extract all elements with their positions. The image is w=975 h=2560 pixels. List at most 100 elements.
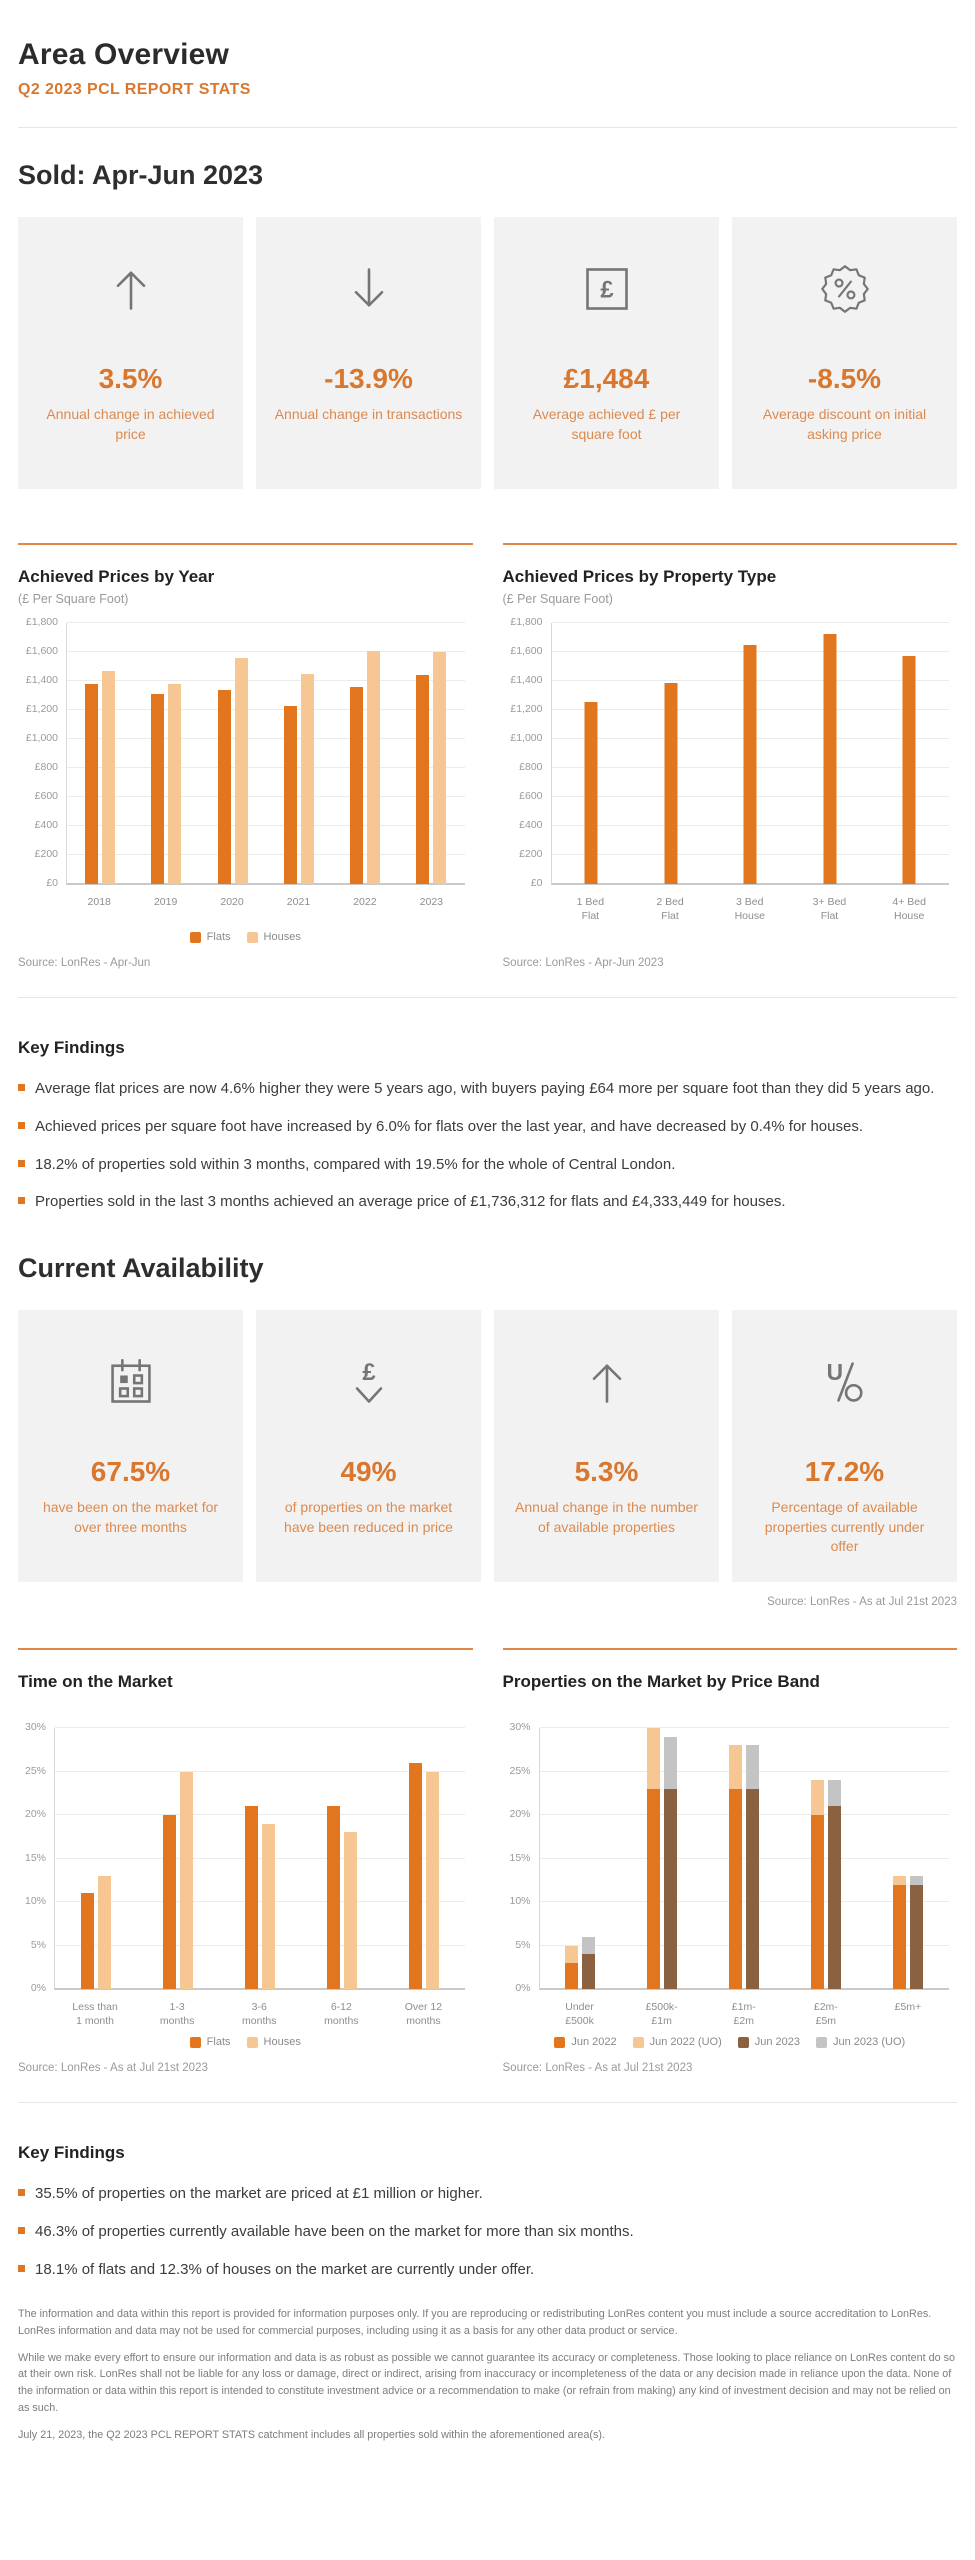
bar-group (647, 1728, 678, 1989)
svg-text:U: U (826, 1359, 842, 1385)
chart-source: Source: LonRes - Apr-Jun 2023 (502, 957, 664, 969)
plot-area: 0% 5% 10% 15% 20% 25% 30% (509, 1721, 950, 1994)
gridline (55, 1770, 465, 1772)
bar-segment (647, 1728, 661, 1789)
bar (326, 1728, 340, 1989)
x-axis-labels: Less than 1 month 1-3 months 3-6 months 6-1… (54, 1994, 465, 2030)
legend-item: Jun 2023 (UO) (816, 2036, 905, 2048)
bar (80, 1728, 94, 1989)
bar-segment (828, 1780, 842, 1807)
category-slot (200, 623, 266, 884)
gridline (551, 622, 949, 623)
bar-segment (910, 1875, 924, 1885)
bar-group (151, 623, 182, 884)
chart-achieved-prices-by-year: Achieved Prices by Year (£ Per Square Fo… (18, 543, 473, 969)
bullet-icon (18, 1159, 25, 1167)
bar (565, 1728, 579, 1989)
bar-segment (80, 1893, 94, 1989)
availability-charts-row: Time on the Market 0% 5% 10% 15% 20% 25% 30% Le… (18, 1648, 957, 2074)
bar-group (811, 1728, 842, 1989)
divider (18, 127, 957, 128)
y-axis-tick-label: £1,400 (25, 674, 58, 686)
x-axis-tick-label: 2018 (87, 896, 111, 908)
gridline (67, 680, 465, 681)
bar-group (162, 1728, 193, 1989)
bar (234, 623, 248, 884)
bar (151, 623, 165, 884)
bar-group (823, 623, 837, 884)
gridline (55, 1901, 465, 1902)
x-axis-tick-label: £1m- £2m (731, 2001, 756, 2027)
category-slot (540, 1728, 622, 1989)
category-slot (219, 1728, 301, 1989)
bar-chart: 0% 5% 10% 15% 20% 25% 30% Less than 1 month 1-3 … (18, 1721, 473, 2030)
legend-label: Jun 2023 (754, 2036, 801, 2048)
stat-label: have been on the market for over three m… (42, 1499, 219, 1535)
bar (823, 623, 837, 884)
x-axis-tick-label: 2019 (153, 896, 178, 908)
stat-value: 49% (340, 1456, 397, 1487)
gridline (539, 1944, 949, 1946)
gridline (539, 1857, 949, 1859)
legend-swatch (246, 931, 258, 943)
gridline (67, 767, 465, 768)
finding-item: 35.5% of properties on the market are pr… (18, 2183, 957, 2205)
x-axis-tick-label: 3+ Bed Flat (812, 896, 847, 922)
y-axis-tick-label: £0 (46, 877, 58, 889)
stat-value: -13.9% (324, 363, 413, 394)
bar-segment (416, 675, 430, 884)
gridline (55, 1988, 465, 1989)
plot-area: 0% 5% 10% 15% 20% 25% 30% (25, 1721, 465, 1994)
bar-segment (746, 1745, 760, 1789)
chart-title: Achieved Prices by Year (18, 567, 215, 586)
bar-segment (823, 633, 837, 884)
bar (664, 1728, 678, 1989)
bar-segment (425, 1771, 439, 1989)
bar (367, 623, 381, 884)
y-axis-tick-label: 25% (509, 1764, 531, 1777)
y-axis-tick-label: £400 (519, 819, 543, 832)
chart-legend (503, 929, 958, 945)
y-axis-tick-label: 20% (24, 1808, 46, 1821)
bar-segment (234, 657, 248, 884)
bars-area (540, 1728, 950, 1989)
x-axis-tick-label: 3 Bed House (734, 896, 765, 922)
bar-segment (350, 686, 364, 884)
bullet-icon (18, 2264, 25, 2272)
category-slot (55, 1728, 137, 1989)
chart-achieved-prices-by-property-type: Achieved Prices by Property Type (£ Per … (502, 543, 958, 969)
gridline (539, 1901, 949, 1902)
y-axis-tick-label: 5% (30, 1938, 46, 1951)
section-rule (502, 543, 957, 545)
category-slot (67, 623, 133, 884)
bar-group (565, 1728, 596, 1989)
x-axis-labels: 1 Bed Flat 2 Bed Flat 3 Bed House 3+ Bed Fl… (551, 889, 950, 925)
stat-label: Percentage of available properties curre… (764, 1499, 925, 1555)
bar-group (416, 623, 447, 884)
chart-source: Source: LonRes - As at Jul 21st 2023 (502, 2062, 693, 2074)
x-axis-labels: 2018 2019 2020 2021 2022 2023 (66, 889, 465, 925)
section-rule (18, 543, 473, 545)
gridline (67, 883, 465, 884)
finding-item: 18.2% of properties sold within 3 months… (18, 1154, 957, 1176)
category-slot (631, 623, 711, 884)
y-axis-tick-label: £800 (519, 761, 543, 774)
y-axis-tick-label: £1,800 (510, 616, 543, 628)
finding-item: Achieved prices per square foot have inc… (18, 1116, 957, 1138)
bar (746, 1728, 760, 1989)
arrow-up-icon (36, 261, 225, 317)
legend-swatch (737, 2036, 749, 2048)
bar (343, 1728, 357, 1989)
finding-text: 46.3% of properties currently available … (35, 2222, 634, 2240)
divider (18, 2102, 957, 2103)
bar-segment (811, 1780, 825, 1815)
bar-segment (893, 1884, 907, 1989)
y-axis-tick-label: £1,800 (25, 616, 58, 628)
category-slot (870, 623, 950, 884)
bars-area (552, 623, 950, 884)
gridline (67, 825, 465, 826)
x-axis-tick-label: Less than 1 month (72, 2001, 118, 2027)
y-axis-tick-label: 0% (30, 1982, 46, 1994)
stat-card-reduced-in-price: £ 49% of properties on the market have b… (256, 1310, 481, 1582)
stat-card-over-three-months: 67.5% have been on the market for over t… (18, 1310, 243, 1582)
